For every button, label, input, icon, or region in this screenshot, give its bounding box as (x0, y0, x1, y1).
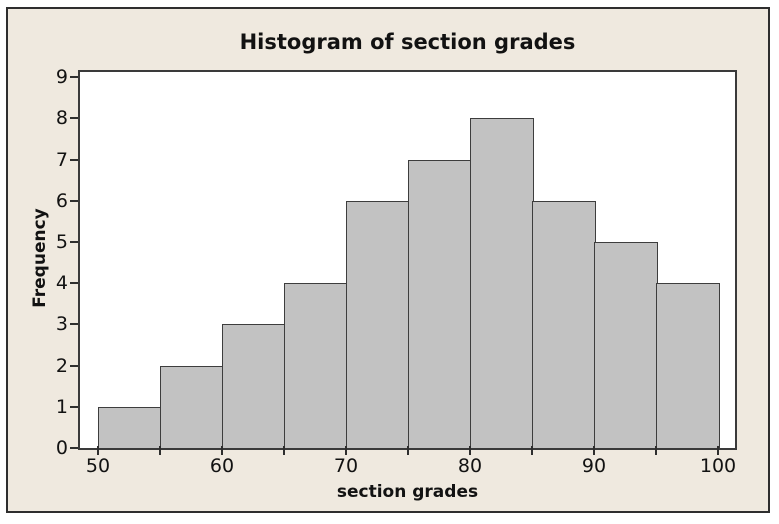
histogram-bar (98, 406, 162, 448)
y-tick-label: 6 (55, 189, 68, 212)
y-tick-label: 3 (55, 313, 68, 336)
x-tick-mark (717, 446, 719, 455)
x-tick-mark (345, 446, 347, 455)
y-tick-label: 1 (55, 395, 68, 418)
histogram-bar (594, 242, 658, 448)
x-tick-mark (221, 446, 223, 455)
y-tick-label: 4 (55, 272, 68, 295)
plot-area: 50 60 70 80 90 100 0 1 2 3 4 5 6 7 8 9 (56, 67, 737, 477)
histogram-bar (160, 365, 224, 448)
y-tick-label: 7 (55, 148, 68, 171)
x-tick-label: 60 (209, 455, 235, 477)
x-tick-mark (469, 446, 471, 455)
y-tick-label: 2 (55, 354, 68, 377)
x-tick-label: 90 (581, 455, 607, 477)
y-tick-mark (70, 364, 78, 367)
x-axis-label: section grades (336, 482, 479, 502)
x-tick-mark (283, 446, 285, 455)
histogram-bar (284, 283, 348, 448)
histogram-bar (346, 200, 410, 448)
y-tick-mark (70, 158, 78, 161)
y-tick-label: 0 (55, 437, 68, 459)
y-tick-label: 9 (55, 66, 68, 89)
histogram-bar (222, 324, 286, 448)
y-tick-label: 5 (55, 231, 68, 253)
y-tick-mark (70, 447, 78, 449)
x-tick-mark (593, 446, 595, 455)
histogram-bar (408, 159, 472, 448)
y-tick-mark (70, 241, 78, 243)
y-tick-label: 8 (55, 107, 68, 130)
histogram-bar (532, 200, 596, 448)
histogram-bar (470, 118, 534, 448)
y-tick-mark (70, 199, 78, 202)
chart-title: Histogram of section grades (239, 30, 576, 54)
x-tick-mark (531, 446, 533, 455)
y-tick-mark (70, 76, 78, 79)
x-tick-mark (97, 446, 99, 455)
x-tick-label: 80 (457, 455, 483, 477)
y-tick-mark (70, 282, 78, 285)
x-tick-label: 100 (699, 455, 737, 477)
x-tick-mark (655, 446, 657, 455)
y-tick-mark (70, 323, 78, 326)
y-tick-mark (70, 117, 78, 120)
y-axis-label: Frequency (30, 208, 50, 308)
y-tick-mark (70, 405, 78, 408)
histogram-bar (656, 283, 720, 448)
x-tick-label: 50 (85, 455, 111, 477)
x-tick-mark (407, 446, 409, 455)
x-tick-mark (159, 446, 161, 455)
x-tick-label: 70 (333, 455, 359, 477)
